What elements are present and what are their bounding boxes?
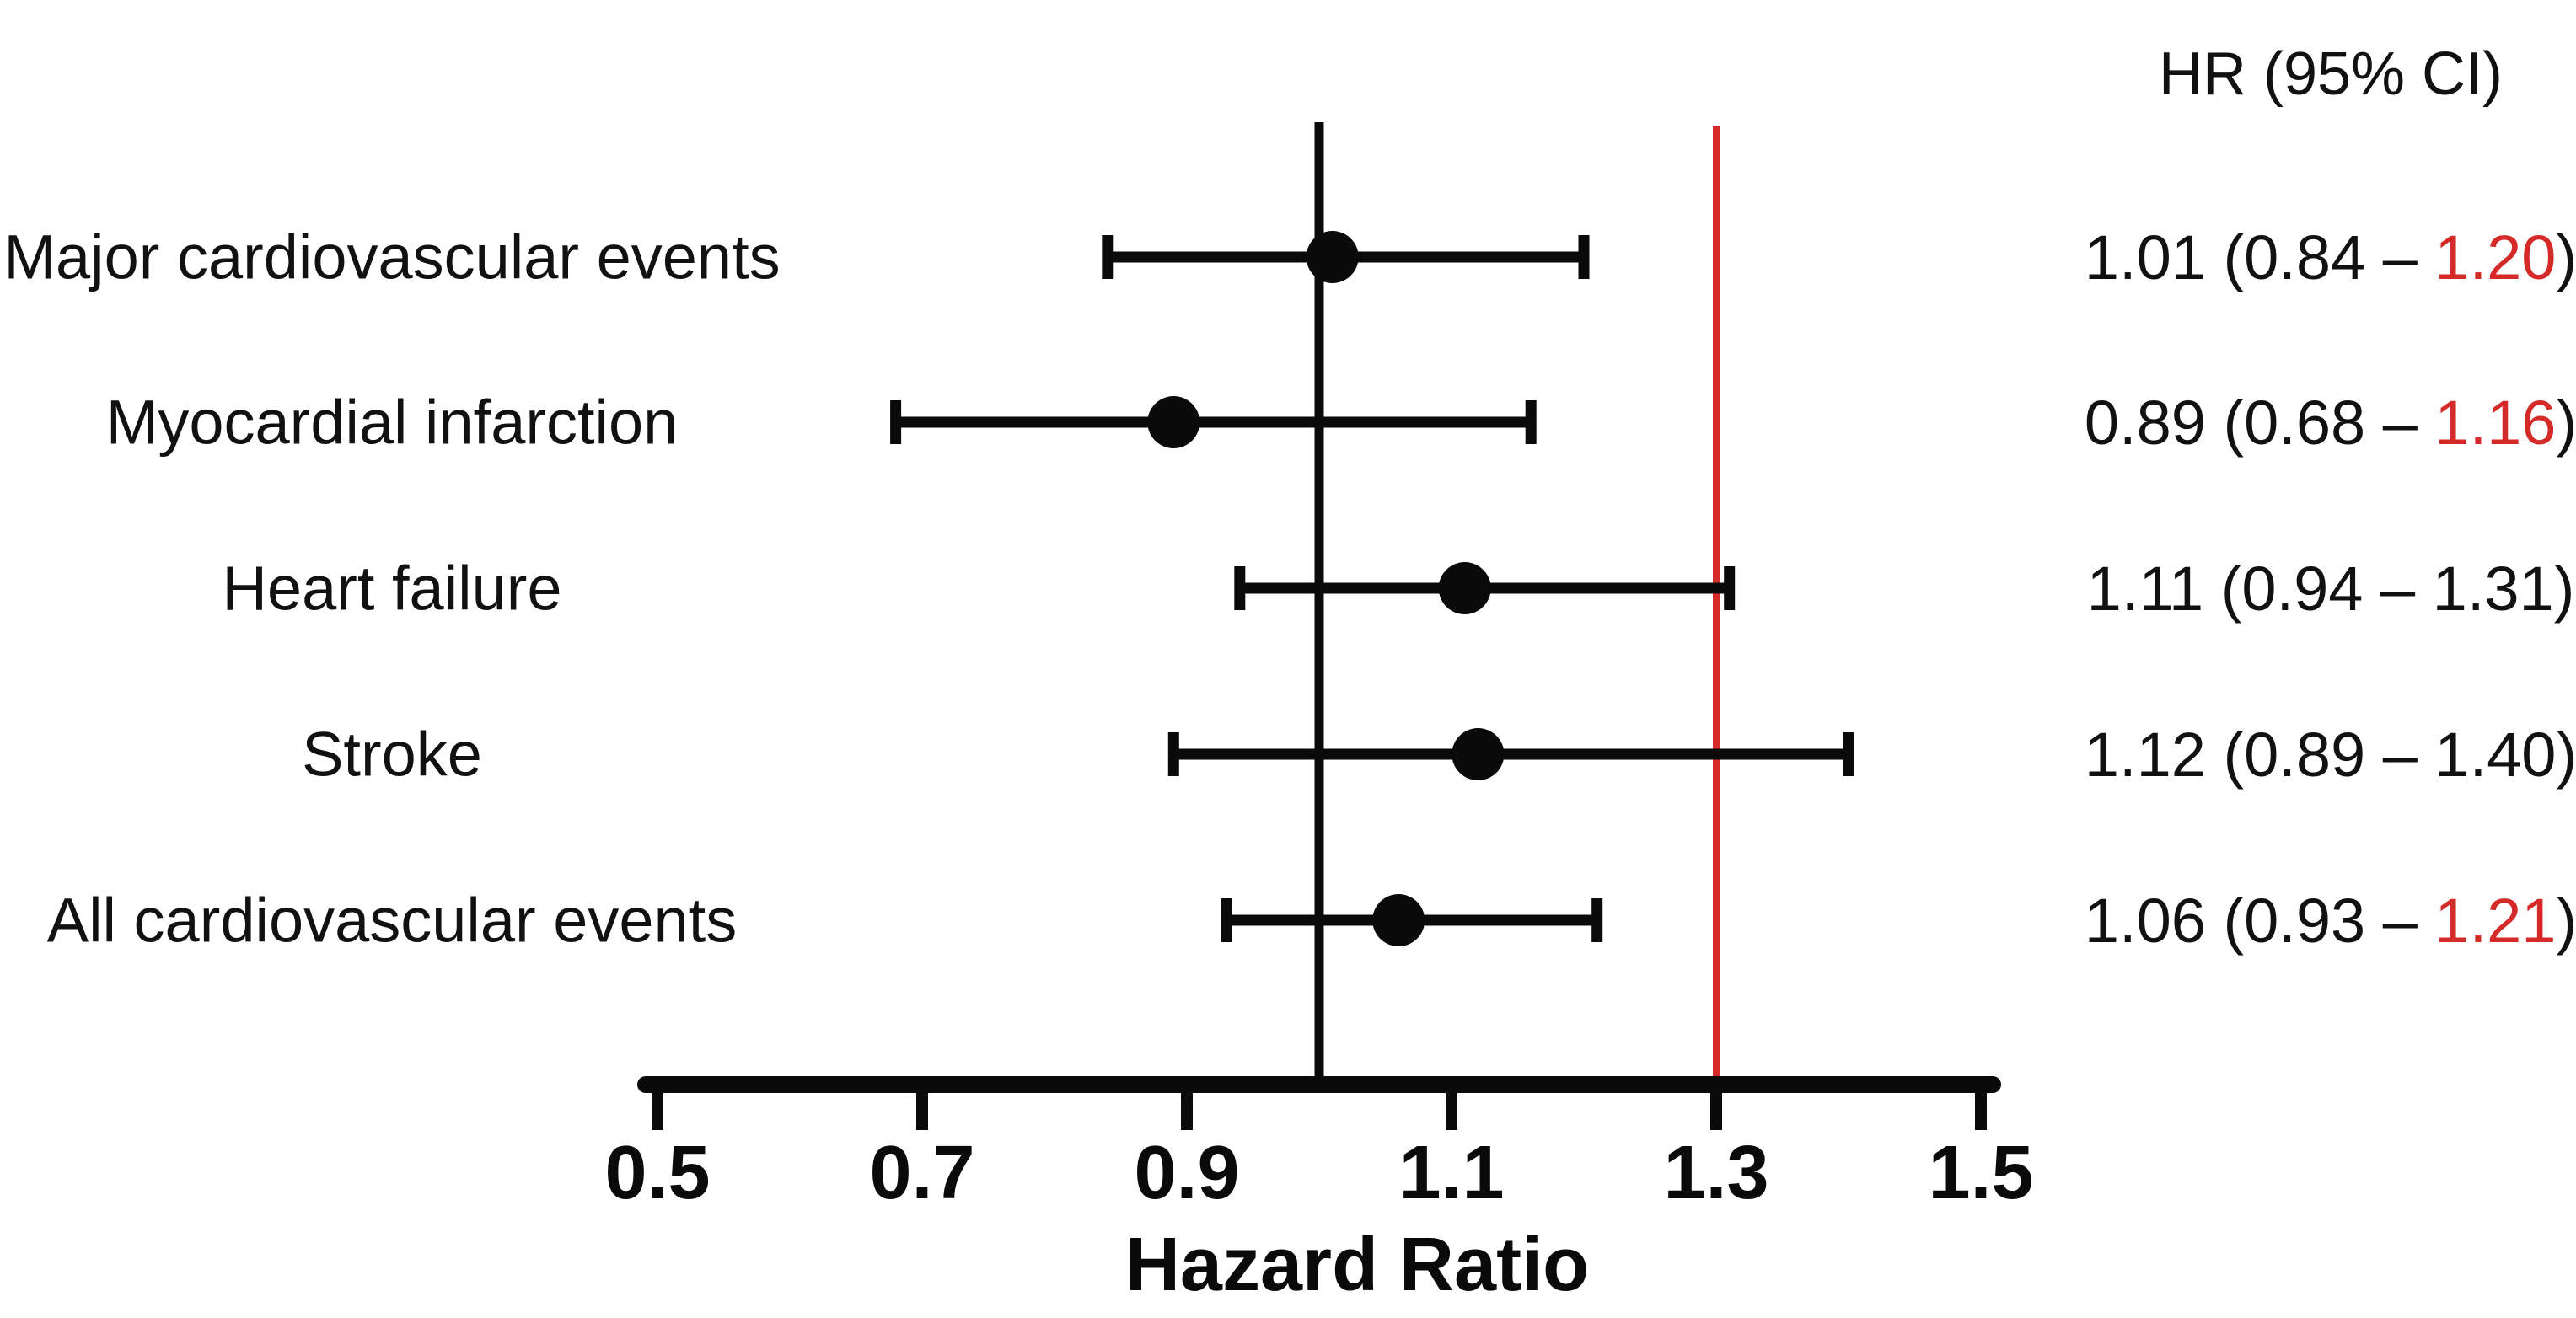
- x-axis-title: Hazard Ratio: [1125, 1223, 1589, 1307]
- hr-ci-value-prefix: 1.01 (0.84 –: [2085, 222, 2435, 292]
- x-axis-tick-label: 0.9: [1134, 1131, 1239, 1215]
- row-outcome-label: Stroke: [302, 720, 482, 790]
- x-axis-tick-label: 1.1: [1398, 1131, 1504, 1215]
- forest-row: Major cardiovascular events 1.01 (0.84 – …: [3, 222, 2576, 292]
- x-axis-tick-label: 0.7: [869, 1131, 974, 1215]
- hr-ci-value-suffix: ): [2554, 554, 2575, 624]
- ci-upper-bound-value: 1.20: [2434, 222, 2556, 292]
- x-axis-tick-label: 1.3: [1663, 1131, 1768, 1215]
- hr-point-marker: [1438, 562, 1491, 614]
- hr-ci-value-suffix: ): [2556, 222, 2576, 292]
- forest-row: Myocardial infarction 0.89 (0.68 – 1.16): [106, 388, 2576, 458]
- hr-point-marker: [1147, 396, 1200, 448]
- hr-ci-value-suffix: ): [2556, 886, 2576, 956]
- hr-ci-value-suffix: ): [2556, 388, 2576, 458]
- ci-upper-bound-value: 1.21: [2434, 886, 2556, 956]
- x-axis-tick-label: 1.5: [1928, 1131, 2033, 1215]
- ci-upper-bound-value: 1.40: [2434, 720, 2556, 790]
- hr-ci-value-prefix: 1.06 (0.93 –: [2085, 886, 2435, 956]
- row-outcome-label: Heart failure: [222, 554, 561, 624]
- row-hr-ci-value: 1.12 (0.89 – 1.40): [2085, 720, 2576, 790]
- forest-row: Heart failure 1.11 (0.94 – 1.31): [222, 554, 2574, 624]
- row-outcome-label: All cardiovascular events: [47, 886, 737, 956]
- row-outcome-label: Myocardial infarction: [106, 388, 679, 458]
- hr-point-marker: [1306, 231, 1359, 283]
- row-hr-ci-value: 1.11 (0.94 – 1.31): [2087, 554, 2575, 624]
- hr-point-marker: [1452, 728, 1505, 780]
- row-outcome-label: Major cardiovascular events: [3, 222, 780, 292]
- row-hr-ci-value: 1.06 (0.93 – 1.21): [2085, 886, 2576, 956]
- row-hr-ci-value: 0.89 (0.68 – 1.16): [2085, 388, 2576, 458]
- ci-upper-bound-value: 1.16: [2434, 388, 2556, 458]
- hr-ci-value-prefix: 1.12 (0.89 –: [2085, 720, 2435, 790]
- x-axis-ticks: 0.5 0.7 0.9 1.1 1.3 1.5: [604, 1079, 2034, 1215]
- x-axis-tick-label: 0.5: [604, 1131, 710, 1215]
- forest-row: Stroke 1.12 (0.89 – 1.40): [302, 720, 2576, 790]
- hr-ci-value-prefix: 0.89 (0.68 –: [2085, 388, 2435, 458]
- row-hr-ci-value: 1.01 (0.84 – 1.20): [2085, 222, 2576, 292]
- hr-ci-column-header: HR (95% CI): [2159, 40, 2503, 108]
- hr-point-marker: [1372, 894, 1425, 946]
- ci-upper-bound-value: 1.31: [2433, 554, 2554, 624]
- forest-rows: Major cardiovascular events 1.01 (0.84 – …: [3, 222, 2576, 956]
- hr-ci-value-suffix: ): [2556, 720, 2576, 790]
- hr-ci-value-prefix: 1.11 (0.94 –: [2087, 554, 2433, 624]
- forest-row: All cardiovascular events 1.06 (0.93 – 1.…: [47, 886, 2576, 956]
